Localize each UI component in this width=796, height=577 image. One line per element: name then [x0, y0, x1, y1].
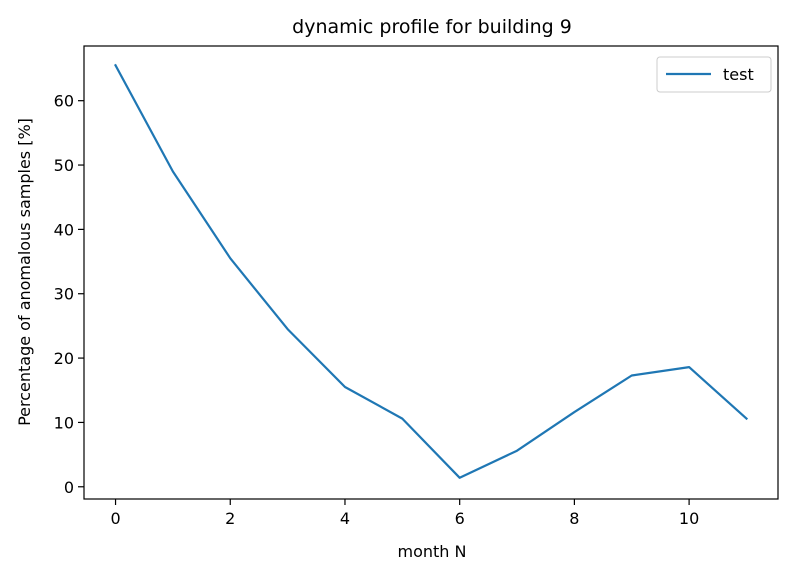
legend: test: [656, 56, 772, 93]
plot-area: 0 2 4 6 8 10 0 10 20 30 40 50 60: [54, 45, 779, 528]
x-tick-label: 0: [110, 509, 120, 528]
x-tick-label: 6: [455, 509, 465, 528]
legend-label-test: test: [723, 65, 754, 84]
x-axis-ticks: 0 2 4 6 8 10: [110, 499, 699, 528]
x-tick-label: 4: [340, 509, 350, 528]
y-tick-label: 20: [54, 349, 74, 368]
x-tick-label: 2: [225, 509, 235, 528]
y-tick-label: 30: [54, 285, 74, 304]
y-tick-label: 0: [64, 478, 74, 497]
x-tick-label: 8: [569, 509, 579, 528]
series-layer: [114, 63, 749, 479]
legend-box: [656, 56, 772, 93]
series-line-test: [114, 63, 749, 479]
y-axis-label: Percentage of anomalous samples [%]: [15, 118, 34, 426]
y-tick-label: 10: [54, 413, 74, 432]
x-axis-label: month N: [398, 542, 467, 561]
axes-frame: [83, 45, 779, 500]
x-tick-label: 10: [679, 509, 699, 528]
y-tick-label: 50: [54, 156, 74, 175]
y-tick-label: 60: [54, 92, 74, 111]
y-axis-ticks: 0 10 20 30 40 50 60: [54, 92, 84, 497]
chart-title: dynamic profile for building 9: [292, 16, 572, 38]
y-tick-label: 40: [54, 220, 74, 239]
